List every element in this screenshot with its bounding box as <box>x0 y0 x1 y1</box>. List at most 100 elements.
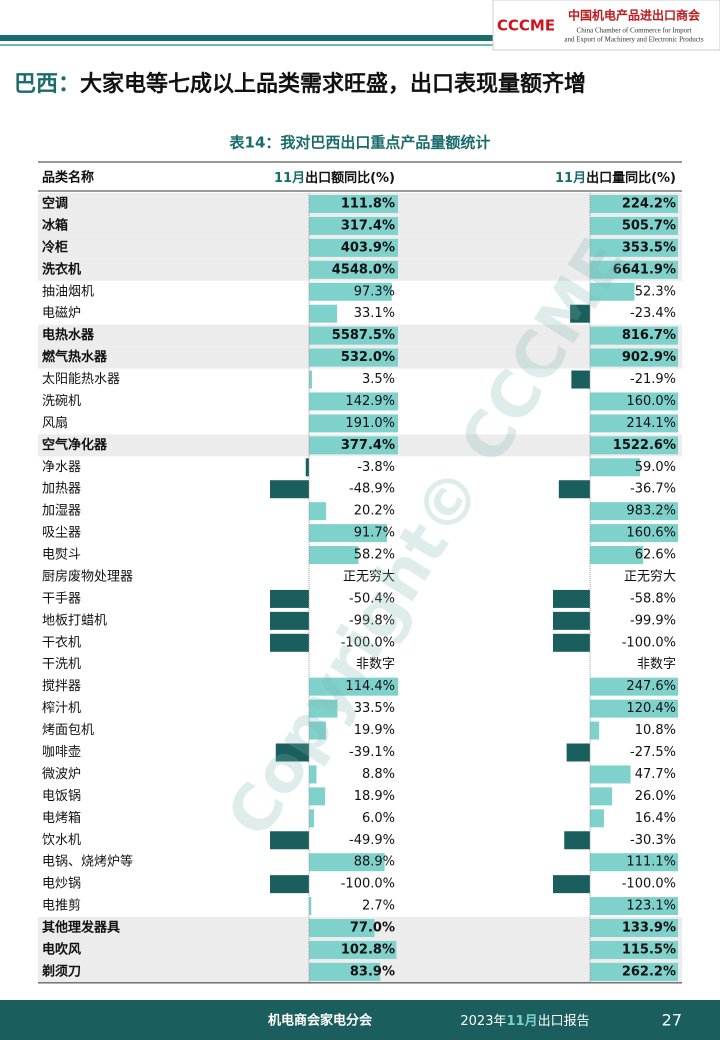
row-name: 电熨斗 <box>42 548 81 563</box>
data-bar <box>590 216 678 235</box>
row-name: 空气净化器 <box>42 437 108 453</box>
cell-value: 6641.9% <box>613 262 676 277</box>
data-bar <box>270 831 309 850</box>
data-bar <box>590 787 613 806</box>
cell-value: 247.6% <box>626 679 676 694</box>
data-bar <box>309 326 398 345</box>
cell-value: 532.0% <box>341 350 395 365</box>
cell-value: 77.0% <box>350 921 395 936</box>
month: 11月 <box>506 1014 537 1029</box>
cell-value: 224.2% <box>622 197 676 212</box>
cell-value: 26.0% <box>635 789 676 804</box>
cell-value: 403.9% <box>341 240 395 255</box>
cell-value: 6.0% <box>362 811 395 826</box>
cell-value: 902.9% <box>622 350 676 365</box>
cell-value: -50.4% <box>349 591 395 606</box>
cell-value: 10.8% <box>635 723 676 738</box>
row-name: 加湿器 <box>42 504 81 519</box>
data-bar <box>309 677 398 696</box>
data-bar <box>590 458 641 477</box>
data-bar <box>590 414 678 433</box>
cell-value: 18.9% <box>354 789 395 804</box>
row-name: 空调 <box>42 196 68 212</box>
data-bar <box>270 875 309 894</box>
cell-value: 33.1% <box>354 306 395 321</box>
cell-value: 114.4% <box>345 679 395 694</box>
column-text: 出口量同比(%) <box>586 170 676 186</box>
title-text: 大家电等七成以上品类需求旺盛，出口表现量额齐增 <box>80 71 586 97</box>
header-line <box>0 44 493 46</box>
data-bar <box>275 743 309 762</box>
data-bar <box>309 940 397 959</box>
row-name: 电推剪 <box>42 898 81 914</box>
logo: CCCME <box>497 17 555 35</box>
data-bar <box>590 502 678 521</box>
data-bar <box>309 436 398 455</box>
logo-box <box>492 0 720 51</box>
data-bar <box>566 743 590 762</box>
cell-value: 58.2% <box>354 548 395 563</box>
data-bar <box>590 721 600 740</box>
cell-value: 160.0% <box>626 394 676 409</box>
data-bar <box>590 348 678 367</box>
data-bar <box>309 787 326 806</box>
data-bar <box>309 238 398 257</box>
title-prefix: 巴西： <box>14 72 80 97</box>
data-bar <box>309 809 315 828</box>
data-bar <box>309 304 338 323</box>
cell-value: 20.2% <box>354 504 395 519</box>
cell-value: 47.7% <box>635 767 676 782</box>
cell-value: 102.8% <box>341 942 395 957</box>
data-bar <box>270 633 309 652</box>
row-name: 厨房废物处理器 <box>42 568 133 584</box>
data-bar <box>590 524 678 543</box>
cell-value: -58.8% <box>630 591 676 606</box>
cell-value: 19.9% <box>354 723 395 738</box>
data-bar <box>309 216 398 235</box>
row-name: 地板打蜡机 <box>42 613 107 628</box>
data-bar <box>309 524 387 543</box>
data-bar <box>590 919 678 938</box>
cell-value: 816.7% <box>622 328 676 343</box>
cell-value: 111.8% <box>341 197 395 212</box>
data-bar <box>270 480 309 499</box>
cell-value: -23.4% <box>630 306 676 321</box>
cell-value: 62.6% <box>635 548 676 563</box>
data-bar <box>309 414 398 433</box>
column-header: 品类名称 <box>42 170 94 186</box>
cell-value: -27.5% <box>630 745 676 760</box>
data-bar <box>590 436 678 455</box>
column-header: 11月出口额同比(%) <box>274 170 395 186</box>
org-en: China Chamber of Commerce for Import <box>577 27 692 35</box>
data-bar <box>571 370 590 389</box>
footer-band <box>0 1000 720 1040</box>
data-bar <box>590 962 678 981</box>
header-band <box>0 35 493 41</box>
row-name: 风扇 <box>42 415 68 431</box>
cell-value: 3.5% <box>362 372 395 387</box>
row-name: 太阳能热水器 <box>42 372 120 387</box>
row-name: 榨汁机 <box>42 700 81 716</box>
data-bar <box>270 611 309 630</box>
cell-value: 160.6% <box>626 526 676 541</box>
row-name: 净水器 <box>42 460 81 475</box>
cell-value: 120.4% <box>626 701 676 716</box>
data-bar <box>553 589 590 608</box>
data-bar <box>309 765 317 784</box>
row-name: 洗碗机 <box>42 393 81 409</box>
data-bar <box>590 940 678 959</box>
cell-value: 91.7% <box>354 526 395 541</box>
data-bar <box>590 326 678 345</box>
row-name: 饮水机 <box>42 833 81 848</box>
table-body: 空调 111.8% 224.2% 冰箱 317.4% 505.7% 冷柜 403.9% 353.… <box>38 193 682 984</box>
column-header: 11月出口量同比(%) <box>555 170 676 186</box>
data-bar <box>590 260 678 279</box>
cell-value: 317.4% <box>341 218 395 233</box>
data-bar <box>309 260 398 279</box>
data-bar <box>309 502 327 521</box>
row-name: 干衣机 <box>42 634 81 650</box>
cell-value: 非数字 <box>637 657 676 672</box>
cell-value: 133.9% <box>622 921 676 936</box>
cell-value: 353.5% <box>622 240 676 255</box>
cell-value: 983.2% <box>626 504 676 519</box>
